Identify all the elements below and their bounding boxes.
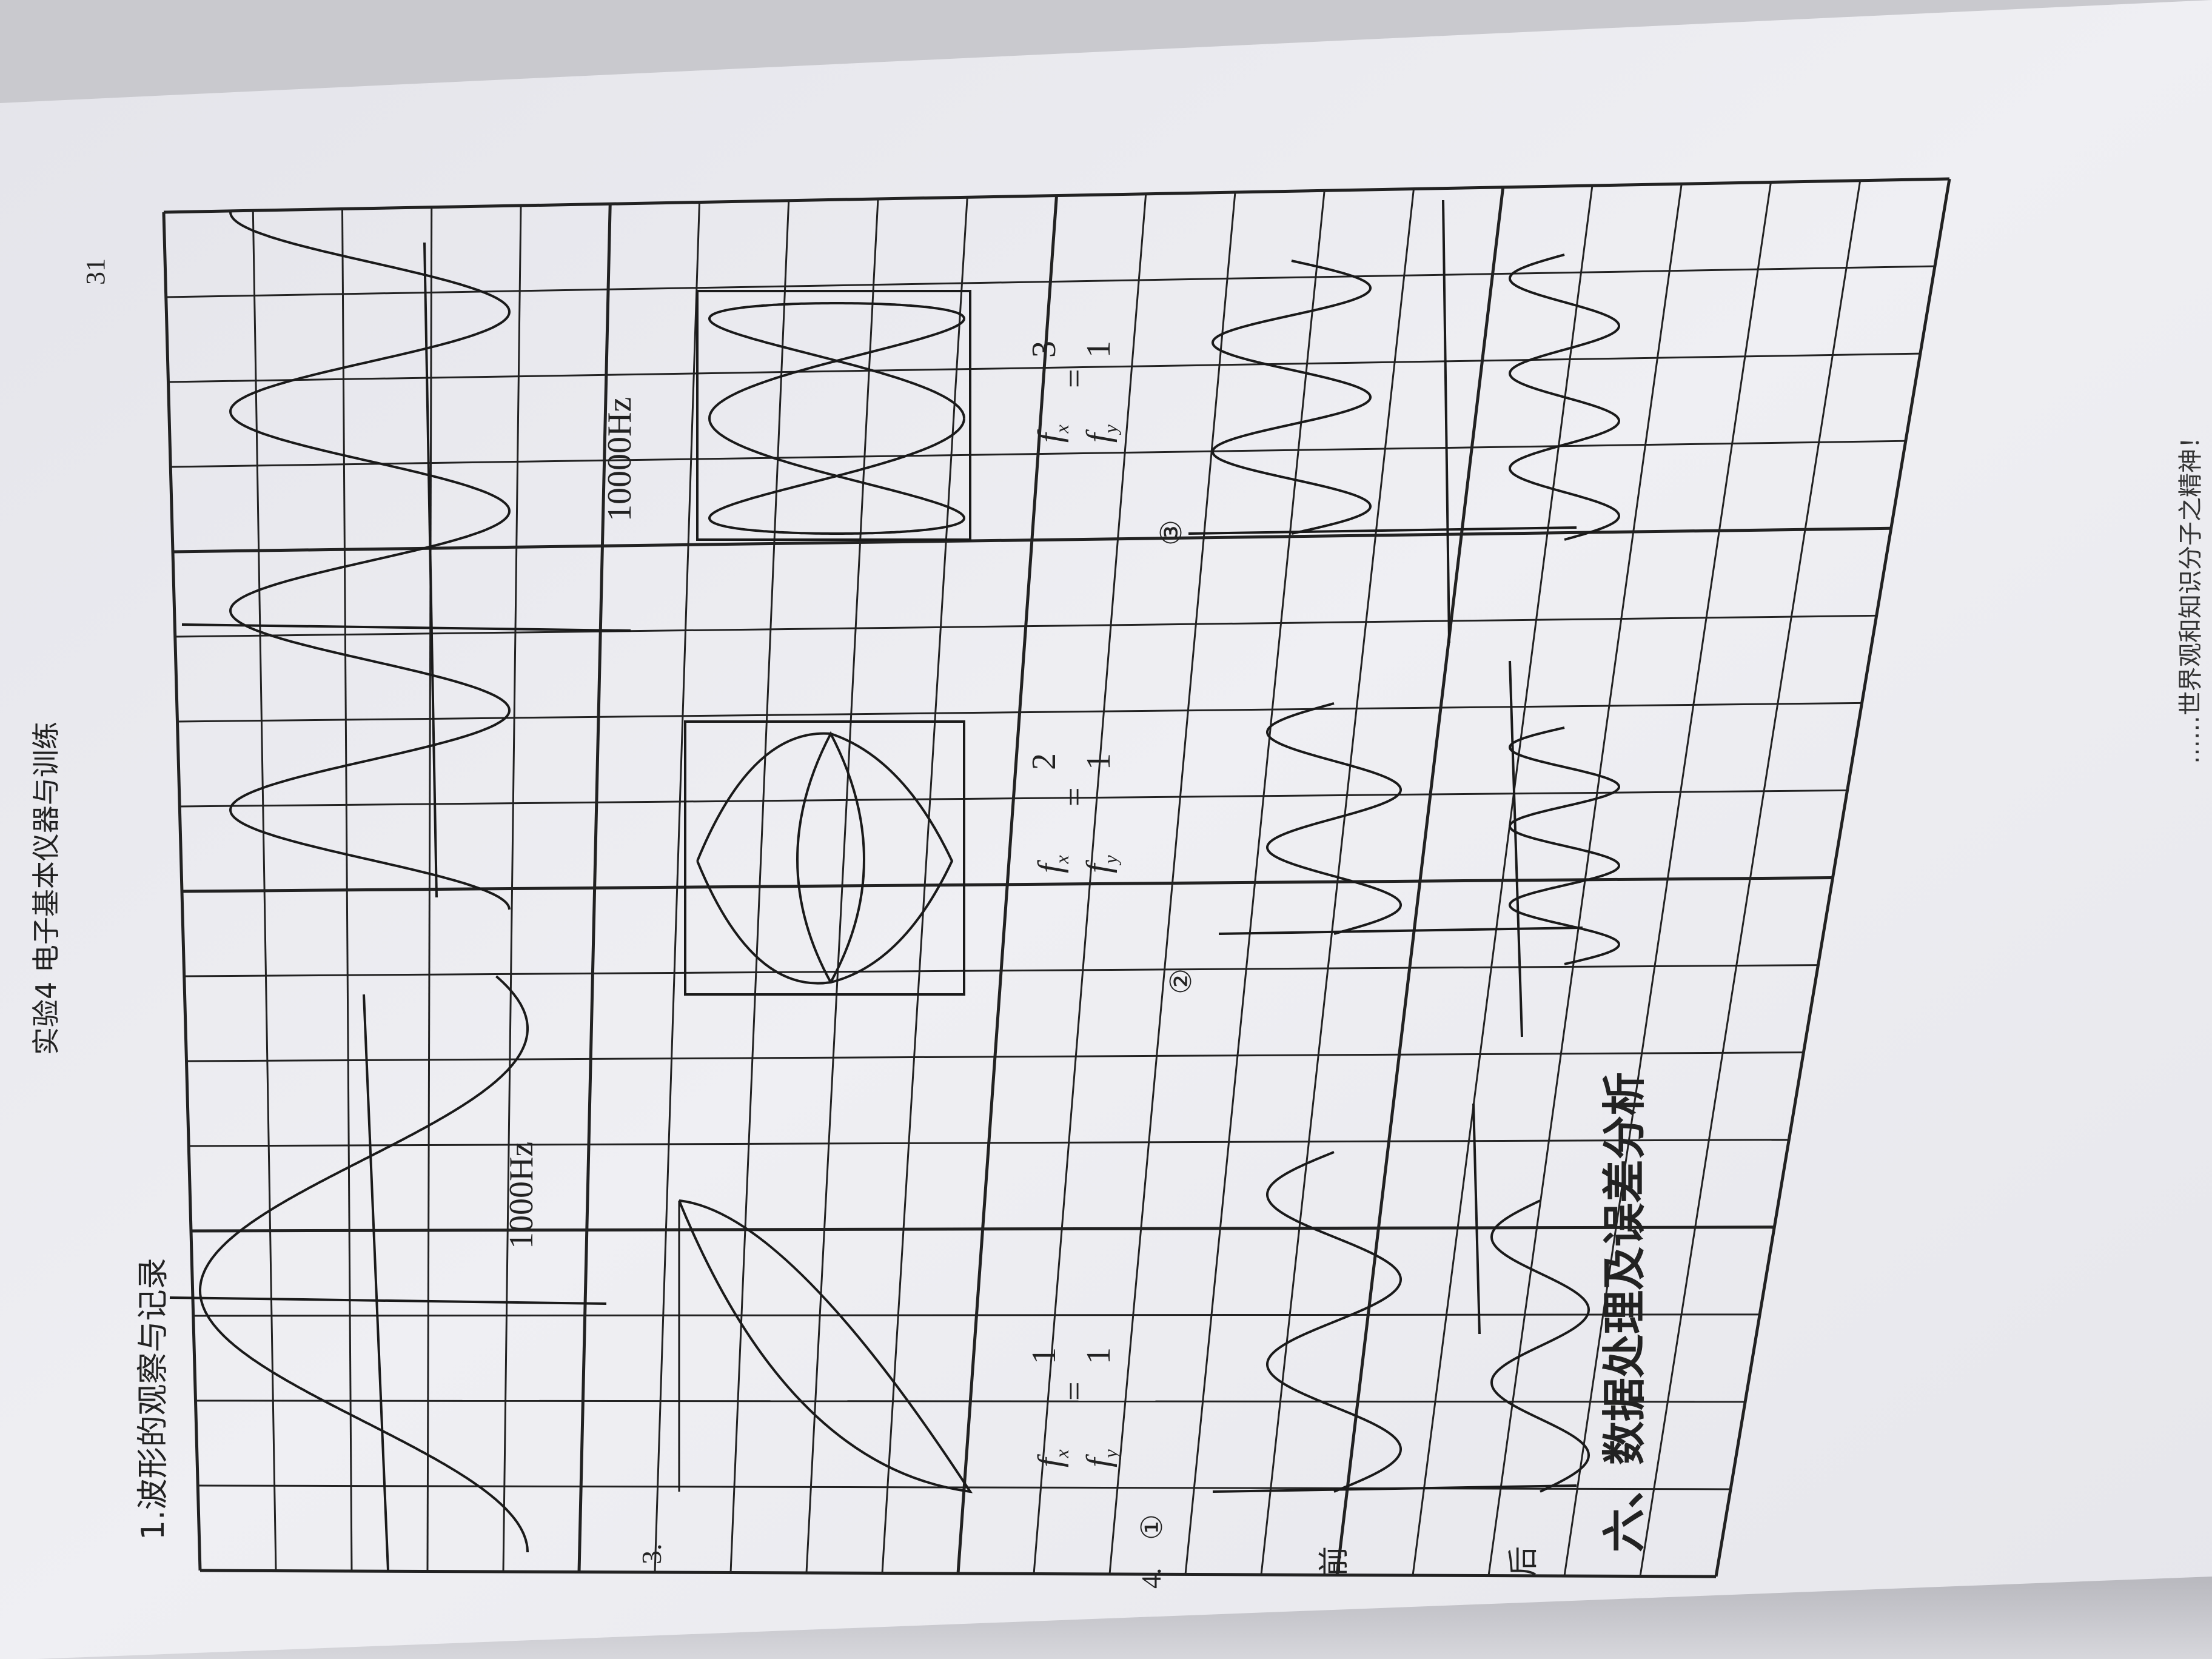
section4-number: 4. — [1136, 1567, 1167, 1589]
cutoff-footer-text: ……世界观和知识分子之精神！ — [2177, 424, 2205, 764]
ratio-1-numerator: 1 — [1025, 1347, 1063, 1364]
lissajous-3-1-curve — [708, 302, 965, 535]
grid-line-horizontal — [170, 440, 1906, 468]
ratio-2-numerator: 2 — [1025, 753, 1063, 770]
axis-4-2-h — [1218, 927, 1583, 935]
ratio-3-denominator: 1 — [1080, 341, 1118, 358]
lissajous-2-1-leaf-mid — [796, 731, 865, 983]
axis-4-1-h — [1212, 1484, 1577, 1493]
waveform-traces — [169, 199, 1620, 1571]
sine-wave-10000hz — [229, 212, 511, 910]
section6-heading: 六、数据处理及误差分析 — [1599, 1071, 1650, 1552]
wave-after-1 — [1490, 1199, 1590, 1493]
grid-line-horizontal — [172, 526, 1891, 554]
freq-label-10000hz: 10000Hz — [601, 397, 638, 521]
lissajous-2-1-box — [684, 720, 965, 996]
grid-line-horizontal — [184, 964, 1818, 977]
grid-line-horizontal — [190, 1225, 1775, 1233]
graph-paper-grid — [162, 177, 1951, 1578]
axis-4-3-h — [1188, 526, 1577, 535]
grid-line-horizontal — [199, 1569, 1717, 1578]
grid-line-horizontal — [181, 876, 1833, 893]
ratio-3-numerator: 3 — [1025, 341, 1063, 358]
page-number: 31 — [81, 258, 110, 285]
row-label-after: 后 — [1506, 1546, 1541, 1577]
grid-line-horizontal — [186, 1051, 1804, 1062]
axis-4-1-v — [1472, 1103, 1481, 1335]
page-header-chapter: 实验4 电子基本仪器与训练 — [30, 722, 62, 1055]
grid-line-horizontal — [163, 177, 1950, 214]
ratio-1-fraction: fx — [1031, 1449, 1073, 1467]
axis-4-2-v — [1509, 660, 1523, 1037]
grid-line-horizontal — [166, 265, 1935, 298]
lissajous-3-1-box — [696, 290, 971, 541]
grid-line-horizontal — [177, 702, 1862, 723]
grid-line-horizontal — [179, 789, 1848, 808]
grid-line-horizontal — [189, 1139, 1789, 1147]
ratio-3-equals: = — [1056, 369, 1093, 388]
wave-after-2 — [1509, 726, 1620, 965]
lissajous-2-1-leaf-top — [696, 732, 954, 985]
axis-vertical-1 — [363, 994, 389, 1571]
grid-line-horizontal — [168, 352, 1920, 383]
grid-line-horizontal — [198, 1484, 1731, 1490]
wave-after-3 — [1509, 253, 1620, 541]
section3-number: 3. — [636, 1543, 667, 1565]
ratio-2-denominator: 1 — [1080, 753, 1118, 770]
wave-before-1 — [1266, 1151, 1402, 1493]
wave-before-3 — [1212, 260, 1372, 535]
grid-line-horizontal — [175, 614, 1877, 638]
ratio-1-denominator-symbol: fy — [1080, 1449, 1122, 1467]
axis-4-3-v — [1442, 199, 1450, 643]
axis-vertical-2 — [423, 242, 438, 898]
ratio-2-equals: = — [1056, 787, 1093, 806]
section4-item-3: ③ — [1156, 519, 1188, 546]
ratio-3-denominator-symbol: fy — [1080, 424, 1122, 443]
freq-label-1000hz: 1000Hz — [503, 1141, 540, 1249]
lissajous-1-1 — [678, 1199, 973, 1493]
ratio-1-denominator: 1 — [1080, 1347, 1118, 1364]
grid-line-horizontal — [193, 1313, 1760, 1317]
sine-wave-1000hz — [199, 975, 529, 1552]
section4-item-1: ① — [1136, 1513, 1168, 1540]
ratio-2-denominator-symbol: fy — [1080, 855, 1122, 873]
axis-horizontal-1 — [169, 1296, 607, 1305]
wave-before-2 — [1266, 702, 1402, 935]
axis-horizontal-2 — [181, 623, 631, 632]
ratio-1-equals: = — [1056, 1381, 1093, 1401]
row-label-before: 前 — [1316, 1546, 1352, 1577]
section1-title: 1.波形的观察与记录 — [135, 1258, 172, 1540]
grid-line-horizontal — [195, 1399, 1746, 1403]
ratio-3-fraction: fx — [1031, 424, 1073, 443]
ratio-2-fraction: fx — [1031, 855, 1073, 873]
section4-item-2: ② — [1165, 968, 1198, 994]
